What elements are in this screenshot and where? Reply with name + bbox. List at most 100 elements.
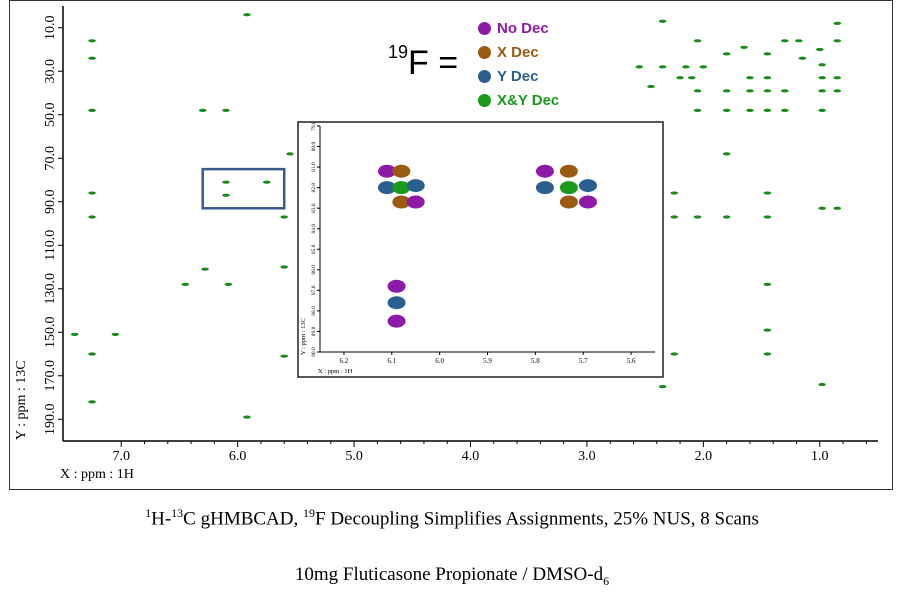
legend-label: No Dec	[497, 19, 549, 37]
data-point	[201, 267, 209, 271]
caption-part: 13	[171, 506, 184, 520]
inset-x-tick-label: 5.8	[531, 357, 540, 365]
x-tick-label: 1.0	[811, 449, 829, 464]
data-point	[658, 65, 667, 69]
inset-peak	[392, 195, 411, 209]
caption-line-2: 10mg Fluticasone Propionate / DMSO-d6	[0, 564, 904, 589]
data-point	[763, 108, 772, 112]
legend-label: Y Dec	[497, 67, 539, 85]
x-tick-label: 2.0	[695, 449, 713, 464]
y-tick-label: 30.0	[43, 59, 58, 84]
data-point	[763, 76, 772, 80]
y-tick-label: 150.0	[43, 317, 58, 349]
caption-part: 19	[303, 506, 315, 520]
inset-y-tick-label: 89.0	[311, 326, 317, 336]
inset-peak	[392, 181, 411, 195]
y-tick-label: 10.0	[43, 16, 58, 41]
data-point	[722, 89, 731, 93]
data-point	[763, 282, 772, 286]
inset-x-tick-label: 5.9	[483, 357, 492, 365]
data-point	[222, 180, 230, 184]
data-point	[833, 39, 842, 43]
data-point	[763, 191, 772, 195]
y-tick-label: 130.0	[43, 273, 58, 305]
data-point	[722, 152, 731, 156]
data-point	[815, 47, 824, 52]
inset-peak	[579, 179, 597, 193]
data-point	[795, 39, 803, 43]
data-point	[88, 108, 96, 112]
data-point	[88, 39, 96, 43]
x-axis-label: X : ppm : 1H	[60, 467, 134, 482]
data-point	[70, 332, 79, 337]
data-point	[693, 39, 702, 43]
data-point	[746, 108, 754, 112]
data-point	[818, 108, 826, 112]
y-tick-label: 50.0	[43, 103, 58, 128]
data-point	[818, 206, 826, 210]
data-point	[181, 282, 190, 286]
data-point	[722, 52, 731, 56]
x-tick-label: 6.0	[229, 449, 247, 464]
data-point	[699, 65, 708, 69]
data-point	[687, 76, 696, 80]
inset-peak	[392, 164, 411, 178]
data-point	[286, 152, 294, 156]
data-point	[280, 354, 289, 358]
data-point	[222, 108, 230, 112]
data-point	[818, 89, 826, 93]
data-point	[833, 76, 842, 80]
data-point	[798, 56, 807, 60]
caption-line-1: 1H-13C gHMBCAD, 19F Decoupling Simplifie…	[0, 506, 904, 530]
y-tick-label: 110.0	[43, 230, 58, 261]
x-tick-label: 5.0	[345, 449, 363, 464]
inset-peak	[535, 164, 554, 178]
data-point	[722, 108, 731, 112]
y-tick-label: 90.0	[43, 190, 58, 215]
inset-y-tick-label: 84.0	[311, 224, 317, 234]
caption-part: C gHMBCAD,	[183, 508, 303, 530]
legend-item-y-dec: Y Dec	[478, 64, 559, 88]
highlight-box	[201, 167, 286, 210]
data-point	[763, 52, 772, 56]
data-point	[763, 352, 772, 356]
data-point	[280, 215, 289, 219]
inset-x-tick-label: 5.7	[579, 357, 588, 365]
data-point	[833, 21, 842, 25]
data-point	[818, 76, 826, 80]
legend-label: X Dec	[497, 43, 539, 61]
inset-peak	[387, 296, 406, 310]
data-point	[781, 89, 789, 93]
legend: No Dec X Dec Y Dec X&Y Dec	[478, 16, 559, 112]
inset-y-tick-label: 90.0	[311, 347, 317, 357]
data-point	[746, 76, 754, 80]
data-point	[693, 89, 702, 93]
data-point	[740, 45, 748, 49]
data-point	[670, 191, 679, 195]
inset-y-tick-label: 80.0	[311, 141, 317, 151]
data-point	[763, 215, 772, 219]
data-point	[88, 191, 96, 195]
data-point	[763, 89, 772, 93]
inset-x-tick-label: 6.2	[340, 357, 349, 365]
data-point	[833, 206, 842, 210]
inset-peak	[579, 195, 597, 209]
inset-y-axis-label: Y : ppm : 13C	[300, 318, 307, 355]
data-point	[746, 89, 754, 93]
data-point	[833, 89, 842, 93]
caption-part: 6	[603, 573, 610, 588]
hmbc-spectrum: 7.0 6.0 5.0 4.0 3.0 2.0 1.0 10.0 30.0 50.0 70.0 90.…	[43, 6, 878, 464]
inset-y-tick-label: 85.0	[311, 244, 317, 254]
data-point	[111, 332, 120, 337]
caption-part: F Decoupling Simplifies Assignments, 25%…	[315, 508, 759, 530]
caption-part: H-	[151, 508, 172, 530]
inset-x-tick-label: 5.6	[627, 357, 636, 365]
caption-part: 1	[145, 506, 152, 520]
inset-y-tick-label: 82.0	[311, 183, 317, 193]
inset-peak	[559, 181, 578, 195]
legend-label: X&Y Dec	[497, 91, 560, 109]
data-point	[88, 215, 96, 219]
data-point	[658, 385, 667, 389]
y-axis-label: Y : ppm : 13C	[14, 360, 29, 440]
data-point	[88, 352, 96, 356]
